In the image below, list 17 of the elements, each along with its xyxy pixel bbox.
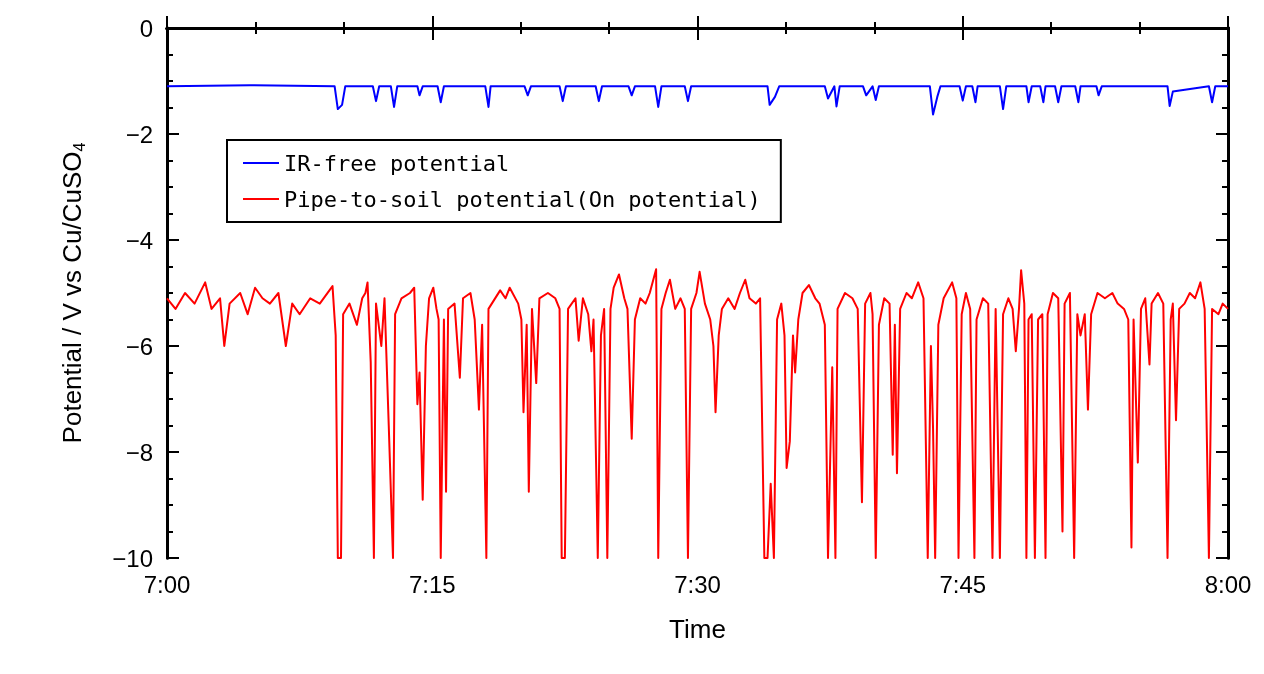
x-tick-label: 7:45: [939, 570, 987, 598]
y-tick-label: −4: [125, 226, 153, 254]
x-tick-label: 7:30: [674, 570, 721, 598]
y-tick-label: −8: [125, 438, 153, 466]
x-axis-title: Time: [669, 614, 726, 644]
y-axis-title: Potential / V vs Cu/CuSO4: [57, 142, 88, 444]
x-tick-label: 8:00: [1204, 570, 1252, 598]
legend-label: Pipe-to-soil potential(On potential): [284, 186, 761, 212]
y-tick-label: −10: [112, 544, 153, 572]
x-tick-label: 7:00: [143, 570, 191, 598]
y-tick-label: −6: [125, 332, 153, 360]
y-tick-label: −2: [125, 120, 153, 148]
legend-label: IR-free potential: [284, 150, 510, 176]
x-tick-label: 7:15: [408, 570, 456, 598]
y-tick-label: 0: [139, 14, 153, 42]
line-series: [166, 84, 1229, 116]
line-series: [166, 268, 1229, 559]
